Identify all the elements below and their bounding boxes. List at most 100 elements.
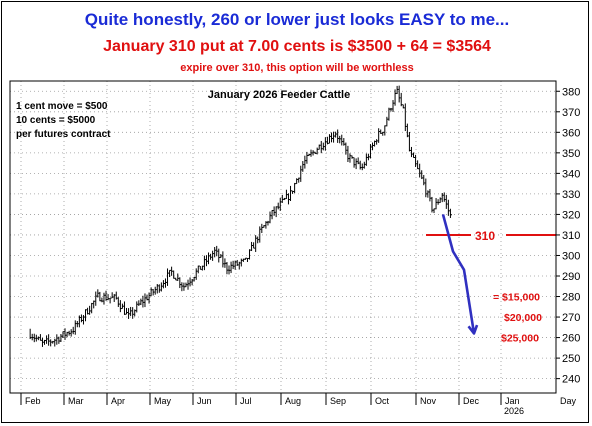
price-bar — [384, 125, 387, 136]
price-bar — [95, 291, 98, 306]
price-bar — [46, 335, 49, 344]
price-bar — [130, 306, 133, 316]
price-bar — [351, 155, 354, 159]
price-bar — [35, 334, 38, 342]
price-bar — [140, 298, 143, 306]
price-bar — [380, 129, 383, 134]
price-bar — [201, 265, 204, 271]
y-tick-label: 250 — [562, 353, 580, 365]
price-bar — [87, 307, 90, 315]
price-bar — [173, 270, 176, 279]
price-bar — [357, 157, 360, 165]
price-bar — [228, 265, 231, 275]
y-tick-label: 370 — [562, 107, 580, 119]
price-bar — [367, 153, 371, 161]
price-bar — [369, 144, 373, 159]
price-bar — [31, 333, 34, 341]
price-bar — [359, 160, 362, 170]
x-tick-label: Jul — [240, 396, 252, 406]
price-bar — [410, 146, 414, 158]
price-bar — [355, 158, 358, 170]
price-bar — [390, 107, 393, 112]
price-bar — [294, 182, 297, 194]
y-tick-label: 270 — [562, 312, 580, 324]
price-bar — [263, 225, 266, 228]
price-bar — [74, 320, 77, 335]
price-bar — [56, 334, 59, 345]
price-bar — [249, 249, 252, 260]
y-tick-label: 380 — [562, 86, 580, 98]
price-bar — [179, 277, 182, 289]
price-bar — [236, 259, 239, 266]
price-bar — [404, 103, 407, 132]
x-tick-label: Nov — [420, 396, 437, 406]
price-bar — [185, 282, 188, 288]
price-bar — [82, 315, 86, 325]
price-bar — [290, 185, 293, 201]
price-bar — [341, 134, 344, 146]
price-bar — [218, 248, 221, 263]
headline-3: expire over 310, this option will be wor… — [180, 62, 414, 74]
price-bar — [376, 139, 379, 145]
price-bar — [187, 279, 190, 290]
price-bar — [58, 336, 61, 344]
price-bar — [152, 288, 155, 296]
price-bar — [60, 333, 63, 342]
price-bar — [93, 300, 96, 309]
price-bar — [296, 178, 299, 184]
price-bar — [99, 291, 102, 302]
y-tick-label: 290 — [562, 271, 580, 283]
price-bar — [378, 128, 381, 143]
price-bar — [238, 261, 241, 270]
y-tick-label: 300 — [562, 250, 580, 262]
price-bar — [316, 147, 319, 155]
price-bar — [41, 337, 45, 347]
price-bar — [105, 290, 108, 301]
projection-arrow-head — [467, 324, 479, 335]
price-bar — [52, 340, 55, 344]
headline-2: January 310 put at 7.00 cents is $3500 +… — [103, 38, 491, 55]
price-bar — [242, 258, 245, 262]
price-bar — [349, 153, 352, 163]
price-bar — [413, 152, 416, 158]
price-bar — [322, 142, 325, 151]
price-bar — [177, 273, 180, 282]
price-bar — [292, 190, 295, 194]
price-bar — [335, 131, 338, 138]
price-bar — [382, 131, 385, 136]
x-tick-label: May — [154, 396, 172, 406]
y-tick-label: 240 — [562, 374, 580, 386]
price-bar — [347, 145, 350, 162]
price-bar — [111, 292, 114, 299]
price-bar — [398, 85, 401, 103]
price-bar — [345, 142, 348, 155]
y-tick-label: 350 — [562, 148, 580, 160]
y-tick-label: 360 — [562, 127, 580, 139]
price-bar — [164, 278, 168, 288]
price-bar — [441, 192, 444, 203]
price-bar — [261, 223, 264, 233]
price-bar — [363, 161, 366, 169]
price-bar — [169, 269, 172, 278]
price-bar — [29, 328, 32, 340]
strike-line-label: 310 — [475, 229, 495, 243]
price-bar — [402, 104, 405, 109]
price-bar — [119, 300, 122, 313]
price-bar — [300, 165, 303, 182]
price-bar — [199, 266, 202, 270]
price-bar — [97, 289, 100, 298]
price-bar — [275, 206, 278, 218]
profit-label: = $15,000 — [493, 292, 540, 304]
price-bar — [435, 198, 438, 210]
price-bar — [429, 189, 432, 202]
price-bar — [121, 303, 125, 309]
y-tick-label: 330 — [562, 189, 580, 201]
price-bar — [333, 131, 336, 143]
price-bar — [447, 199, 450, 216]
price-bar — [437, 199, 440, 205]
price-bar — [224, 258, 227, 268]
price-bar — [259, 226, 262, 243]
price-bar — [208, 252, 211, 265]
price-bar — [372, 142, 375, 151]
note-line-3: per futures contract — [16, 129, 111, 140]
